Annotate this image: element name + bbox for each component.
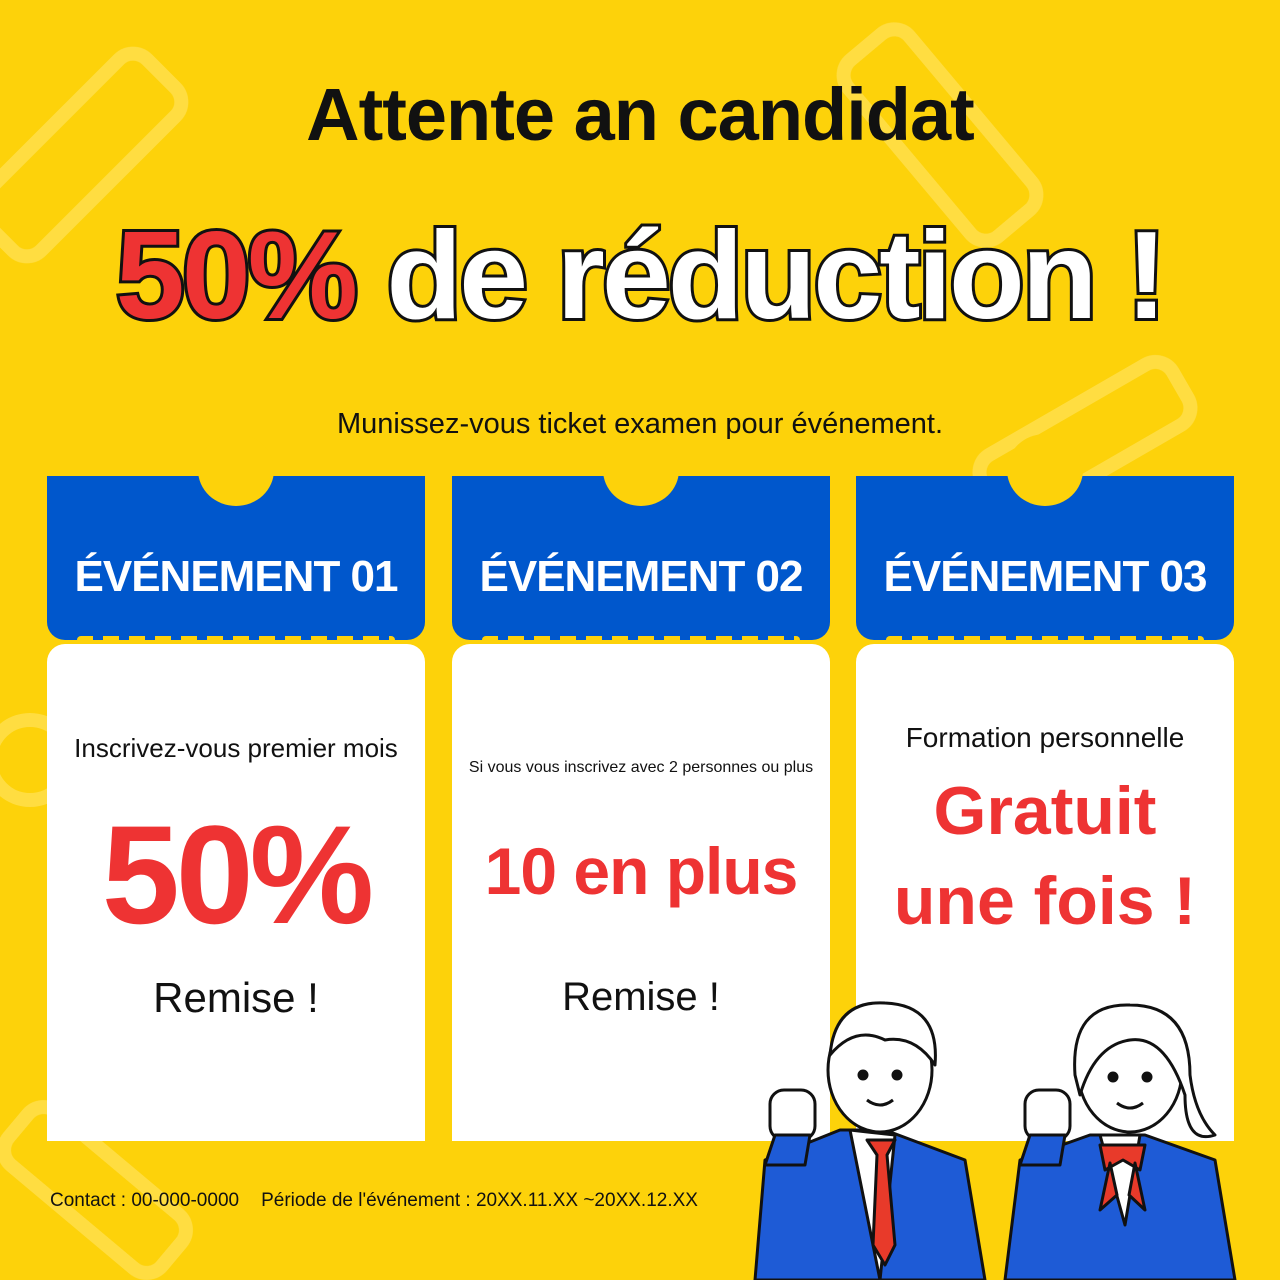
ticket-header: ÉVÉNEMENT 02 [452,434,830,640]
ticket-header: ÉVÉNEMENT 03 [856,434,1234,640]
contact-text: Contact : 00-000-0000 [50,1190,240,1211]
footer: Contact : 00-000-0000 Période de l'événe… [50,1190,698,1212]
ticket-big-2: une fois ! [893,863,1197,939]
headline: 50% de réduction ! [0,204,1280,348]
ticket-event-02: ÉVÉNEMENT 02 Si vous vous inscrivez avec… [452,434,830,1141]
ticket-line1: Si vous vous inscrivez avec 2 personnes … [468,759,814,776]
ticket-header: ÉVÉNEMENT 01 [47,434,425,640]
headline-percent: 50% [113,204,361,348]
ticket-line3: Remise ! [153,974,319,1021]
ticket-body: Inscrivez-vous premier mois 50% Remise ! [47,644,425,1141]
ticket-body: Si vous vous inscrivez avec 2 personnes … [452,644,830,1141]
ticket-event-01: ÉVÉNEMENT 01 Inscrivez-vous premier mois… [47,434,425,1141]
ticket-line1: Inscrivez-vous premier mois [74,733,398,763]
event-period-text: Période de l'événement : 20XX.11.XX ~20X… [261,1190,698,1211]
ticket-big: 10 en plus [484,834,799,908]
headline-text: de réduction ! [383,204,1170,348]
ticket-line3: Remise ! [562,975,720,1019]
students-illustration [753,1001,1237,1280]
ticket-big-1: Gratuit [933,773,1157,849]
ticket-label: ÉVÉNEMENT 03 [883,552,1208,601]
page-title: Attente an candidat [306,73,975,156]
ticket-label: ÉVÉNEMENT 02 [479,552,804,601]
ticket-big: 50% [101,796,374,953]
ticket-line1: Formation personnelle [905,722,1185,753]
ticket-label: ÉVÉNEMENT 01 [74,552,399,601]
